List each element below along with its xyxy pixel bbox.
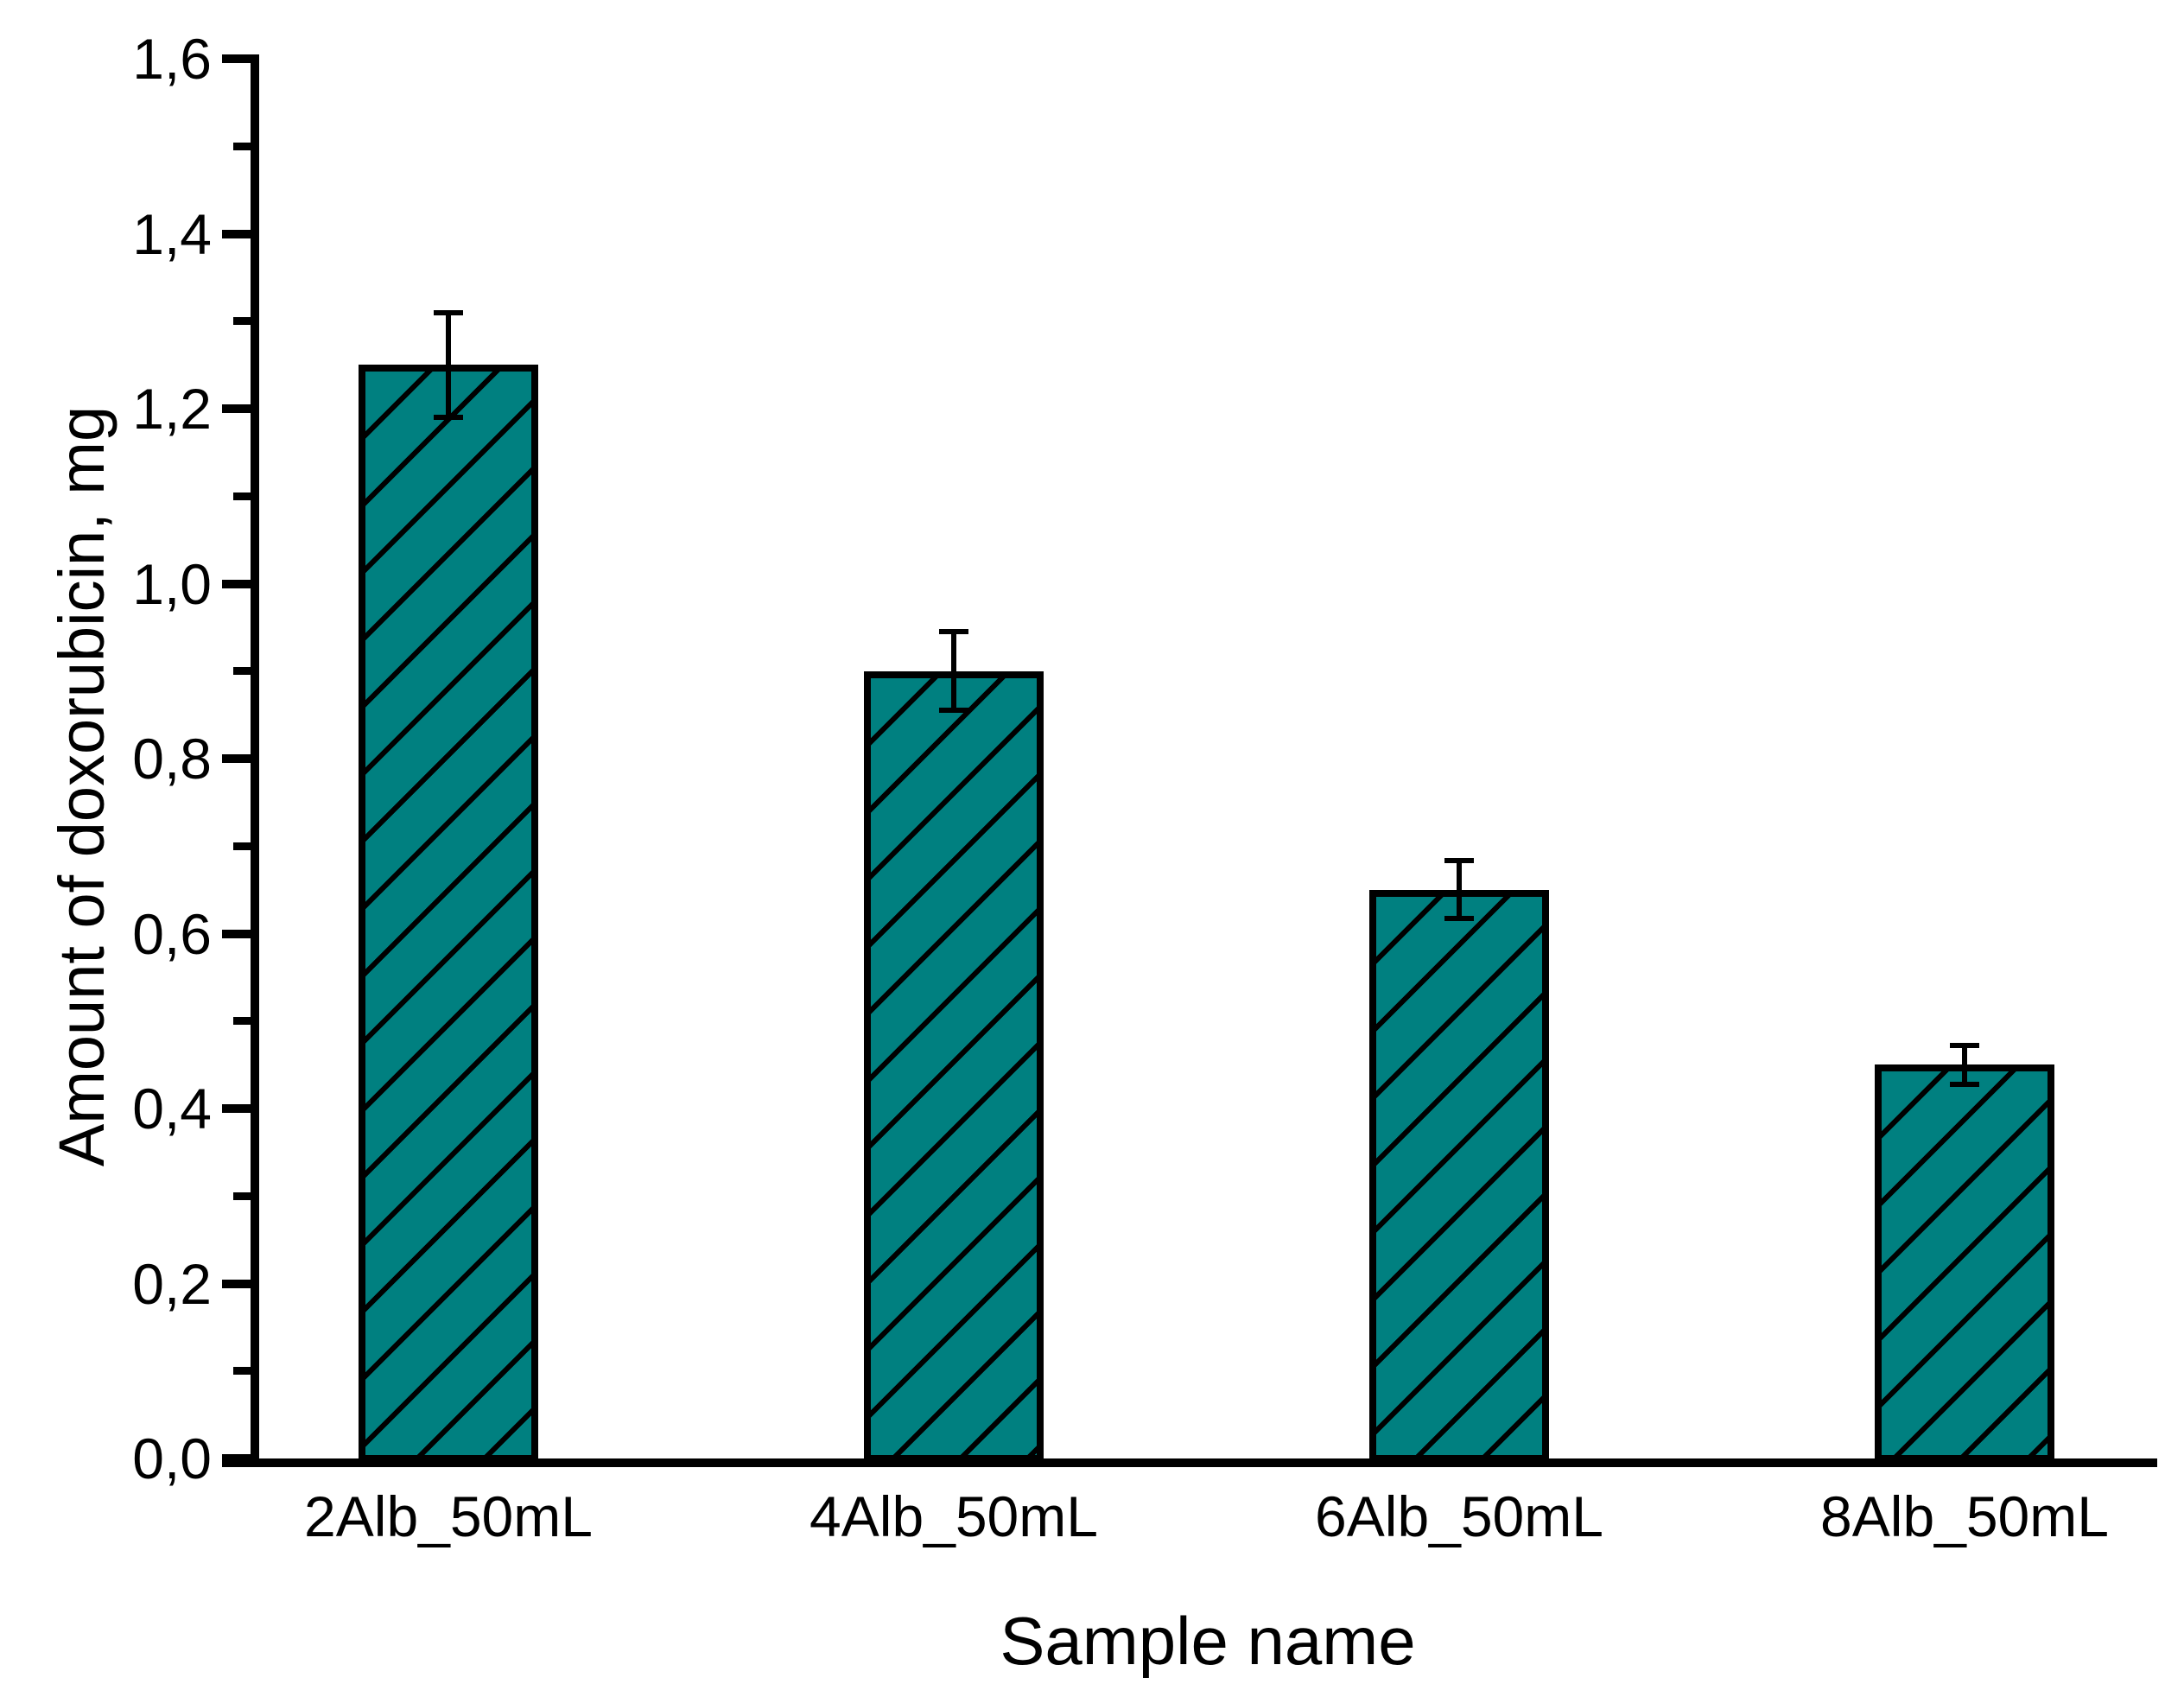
error-bar-cap-top [939,629,968,635]
y-axis-line [251,54,259,1467]
y-major-tick [222,54,251,63]
error-bar-cap-top [1950,1043,1979,1049]
y-tick-label: 0,8 [132,727,212,791]
y-minor-tick [233,1017,251,1026]
y-major-tick [222,754,251,763]
y-minor-tick [233,842,251,850]
y-major-tick [222,1104,251,1113]
bar [1875,1064,2054,1462]
y-tick-label: 1,0 [132,551,212,616]
y-minor-tick [233,492,251,500]
y-tick-label: 1,6 [132,27,212,91]
y-tick-label: 0,4 [132,1077,212,1141]
y-minor-tick [233,1367,251,1376]
y-tick-label: 0,0 [132,1427,212,1490]
error-bar-cap-top [1444,858,1474,864]
y-major-tick [222,1279,251,1288]
y-tick-label: 0,6 [132,901,212,966]
y-tick-label: 1,4 [132,201,212,266]
x-axis-title: Sample name [1000,1603,1416,1679]
error-bar-cap-bottom [939,708,968,714]
y-minor-tick [233,667,251,676]
y-minor-tick [233,142,251,150]
y-minor-tick [233,1191,251,1200]
y-tick-label: 1,2 [132,377,212,441]
error-bar-cap-bottom [1950,1081,1979,1087]
error-bar-cap-top [434,309,463,315]
y-major-tick [222,229,251,238]
x-category-label: 2Alb_50mL [304,1484,593,1548]
error-bar-cap-bottom [1444,916,1474,922]
error-bar-line [951,632,956,711]
error-bar-line [1962,1045,1967,1084]
x-category-label: 6Alb_50mL [1315,1484,1603,1548]
bar [864,670,1044,1462]
error-bar-line [1457,861,1462,919]
y-major-tick [222,1454,251,1463]
error-bar-cap-bottom [434,415,463,421]
bar [1369,889,1549,1462]
bar [359,365,538,1462]
x-category-label: 4Alb_50mL [809,1484,1098,1548]
y-tick-label: 0,2 [132,1251,212,1316]
error-bar-line [446,312,451,418]
x-category-label: 8Alb_50mL [1820,1484,2109,1548]
y-major-tick [222,929,251,938]
y-major-tick [222,404,251,413]
y-major-tick [222,579,251,588]
y-minor-tick [233,317,251,326]
x-axis-line [222,1458,2157,1467]
